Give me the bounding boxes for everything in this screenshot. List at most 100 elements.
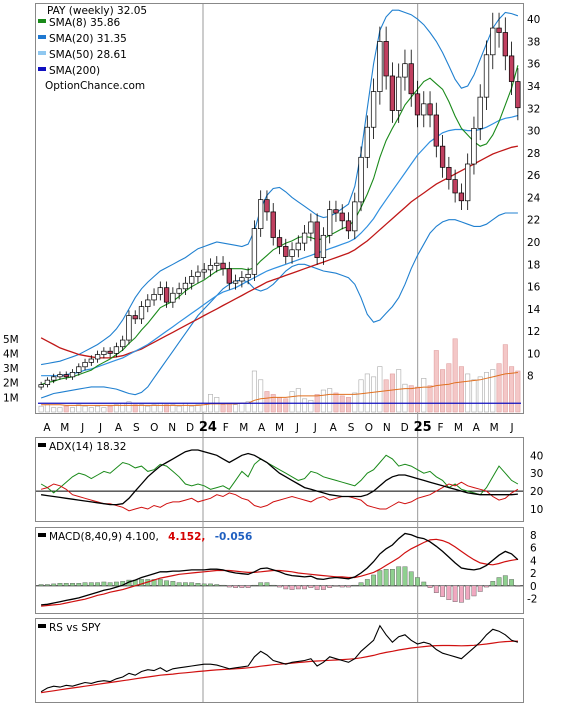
candle-down (163, 287, 170, 303)
macd-histogram-bar (277, 585, 282, 588)
legend-swatch-sma20 (38, 35, 46, 39)
macd-histogram-bar (170, 581, 176, 586)
rs-panel-frame (35, 618, 524, 703)
macd-histogram-bar (139, 579, 144, 586)
macd-tick-label: 2 (530, 568, 537, 580)
macd-histogram-bar (57, 583, 63, 586)
candle-down (439, 145, 446, 168)
candle-up (214, 262, 220, 266)
candle-up (82, 361, 88, 368)
price-tick-label: 38 (527, 36, 540, 48)
volume-bar (239, 402, 245, 413)
macd-histogram-bar (101, 581, 107, 586)
month-label: D (401, 422, 409, 434)
volume-tick-label: 3M (3, 363, 19, 375)
macd-histogram-bar (509, 579, 514, 586)
candle-up (145, 299, 151, 307)
price-tick-label: 22 (527, 215, 540, 227)
macd-histogram-bar (176, 582, 182, 586)
volume-tick-label: 5M (3, 334, 19, 346)
month-label: J (313, 422, 317, 434)
candle-up (465, 163, 471, 202)
month-label: D (186, 422, 194, 434)
volume-bar (132, 404, 138, 413)
macd-label-hist: -0.056 (215, 531, 253, 543)
volume-bar (38, 405, 44, 413)
macd-histogram-bar (346, 585, 351, 588)
macd-line (41, 532, 519, 606)
volume-bar (452, 338, 458, 413)
volume-tick-label: 4M (3, 348, 19, 360)
volume-bar (433, 350, 439, 413)
price-tick-label: 20 (527, 237, 540, 249)
month-label: A (43, 422, 51, 434)
price-series (40, 9, 519, 399)
candle-up (157, 287, 163, 295)
macd-histogram-bar (264, 582, 270, 586)
candle-up (396, 76, 402, 111)
candle-down (414, 93, 421, 116)
volume-bar (157, 402, 163, 413)
macd-histogram-bar (208, 583, 213, 586)
macd-histogram-bar (82, 582, 88, 586)
macd-histogram-bar (283, 585, 289, 590)
volume-bar (88, 407, 94, 413)
price-tick-label: 8 (527, 371, 534, 383)
macd-tick-label: 8 (530, 530, 537, 542)
candle-up (352, 201, 358, 232)
macd-histogram-bar (352, 584, 358, 586)
macd-histogram-bar (308, 585, 314, 588)
candle-up (69, 372, 76, 378)
candle-up (245, 273, 251, 279)
macd-histogram-bar (333, 585, 339, 587)
macd-histogram-bar (446, 585, 452, 601)
candle-up (113, 346, 120, 354)
candle-down (408, 63, 414, 95)
volume-bar (189, 405, 195, 413)
volume-bar (458, 366, 464, 413)
volume-bar (145, 405, 151, 413)
volume-bar (182, 402, 188, 413)
candle-down (283, 246, 289, 257)
month-label: A (258, 422, 266, 434)
candle-down (515, 81, 521, 109)
adx-line (41, 449, 518, 506)
volume-bar (176, 405, 182, 413)
candle-up (51, 376, 57, 381)
volume-bar (408, 385, 414, 413)
candle-down (389, 75, 396, 111)
volume-bar (333, 392, 339, 413)
candle-down (339, 212, 345, 222)
month-label: J (510, 422, 514, 434)
macd-legend-swatch (38, 533, 46, 537)
volume-bar (502, 344, 508, 413)
candle-up (251, 228, 258, 275)
macd-histogram-bar (339, 585, 345, 588)
month-label: F (223, 422, 229, 434)
macd-histogram-bar (289, 585, 295, 590)
price-tick-label: 32 (527, 103, 540, 115)
volume-bar (283, 398, 289, 413)
volume-bar (396, 369, 402, 413)
candle-up (239, 277, 245, 282)
macd-histogram-bar (427, 585, 433, 588)
rs-legend-swatch (38, 624, 46, 628)
macd-histogram-bar (459, 585, 464, 603)
candle-up (120, 339, 126, 348)
volume-bar (101, 407, 107, 413)
year-label: 25 (414, 420, 432, 435)
candle-down (276, 237, 283, 247)
price-tick-label: 28 (527, 148, 540, 160)
candle-down (333, 209, 339, 214)
price-tick-label: 12 (527, 326, 540, 338)
macd-histogram-bar (151, 579, 157, 586)
candle-down (496, 27, 502, 33)
legend-swatch-sma50 (38, 51, 46, 55)
candle-up (490, 27, 496, 56)
candle-down (452, 179, 458, 194)
macd-histogram-bar (440, 585, 445, 597)
month-label: N (383, 422, 391, 434)
volume-bar (490, 369, 496, 413)
candle-down (383, 41, 389, 77)
candle-down (220, 262, 226, 270)
